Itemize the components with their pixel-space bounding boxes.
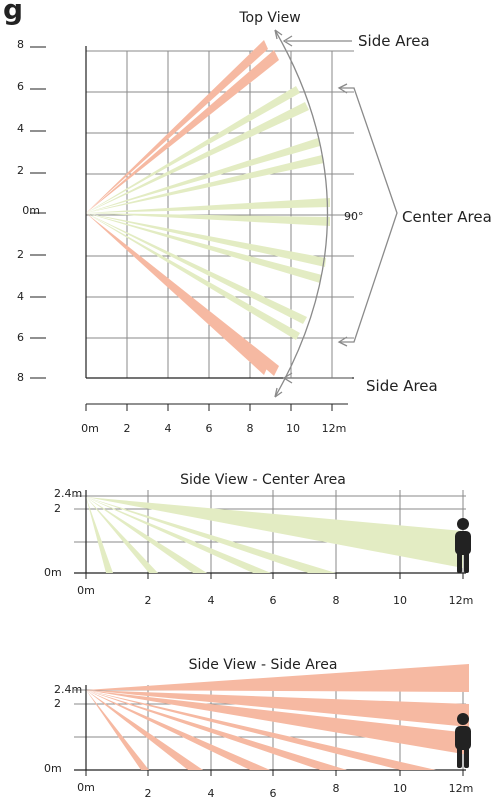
y-tick-label: 6 — [17, 80, 24, 93]
y-tick-label: 2.4m — [54, 683, 82, 696]
x-tick-label: 2 — [124, 422, 131, 435]
x-tick-label: 4 — [208, 787, 215, 799]
side-view-side-title: Side View - Side Area — [189, 657, 338, 673]
top-view: g Top View — [3, 0, 492, 435]
x-tick-label: 12m — [322, 422, 347, 435]
side-area-callout-bottom: Side Area — [282, 372, 438, 395]
side-view-side: Side View - Side Area 2.4m 2 0m — [44, 657, 473, 799]
person-silhouette-icon — [455, 713, 471, 768]
top-view-title: Top View — [238, 10, 300, 26]
y-tick-label: 0m — [22, 204, 40, 217]
side-area-beams — [86, 40, 279, 376]
side-center-x-axis: 0m 2 4 6 8 10 12m — [77, 573, 473, 607]
x-tick-label: 0m — [81, 422, 99, 435]
x-tick-label: 6 — [206, 422, 213, 435]
x-tick-label: 6 — [270, 787, 277, 799]
person-silhouette-icon — [455, 518, 471, 573]
y-tick-label: 0m — [44, 762, 62, 775]
x-tick-label: 6 — [270, 594, 277, 607]
side-area-label: Side Area — [366, 377, 438, 395]
y-tick-label: 6 — [17, 331, 24, 344]
x-tick-label: 12m — [449, 782, 474, 795]
y-tick-label: 2.4m — [54, 487, 82, 500]
top-view-y-axis: 8 6 4 2 0m 2 4 6 8 — [17, 38, 46, 384]
y-tick-label: 2 — [17, 248, 24, 261]
y-tick-label: 8 — [17, 38, 24, 51]
x-tick-label: 8 — [333, 594, 340, 607]
x-tick-label: 10 — [393, 594, 407, 607]
center-area-label: Center Area — [402, 208, 492, 226]
y-tick-label: 2 — [54, 697, 61, 710]
x-tick-label: 0m — [77, 781, 95, 794]
x-tick-label: 10 — [393, 782, 407, 795]
x-tick-label: 4 — [165, 422, 172, 435]
side-side-x-axis: 0m 2 4 6 8 10 12m — [77, 770, 473, 799]
x-tick-label: 8 — [333, 782, 340, 795]
side-center-beams — [86, 497, 463, 573]
side-area-callout-top: Side Area — [282, 32, 430, 50]
top-view-grid — [86, 50, 354, 378]
side-view-center-title: Side View - Center Area — [180, 472, 346, 488]
top-view-x-axis: 0m 2 4 6 8 10 12m — [81, 403, 348, 435]
x-tick-label: 4 — [208, 594, 215, 607]
angle-label: 90° — [344, 210, 364, 223]
center-area-callout: Center Area — [337, 83, 492, 347]
center-area-beams — [86, 86, 330, 340]
coverage-arc — [274, 29, 329, 398]
x-tick-label: 10 — [286, 422, 300, 435]
side-view-center: Side View - Center Area 2.4m 2 0m — [44, 472, 473, 607]
y-tick-label: 0m — [44, 566, 62, 579]
side-side-beams — [86, 664, 469, 770]
side-area-label: Side Area — [358, 32, 430, 50]
x-tick-label: 8 — [247, 422, 254, 435]
y-tick-label: 4 — [17, 122, 24, 135]
x-tick-label: 2 — [145, 787, 152, 799]
x-tick-label: 0m — [77, 584, 95, 597]
y-tick-label: 2 — [54, 502, 61, 515]
x-tick-label: 2 — [145, 594, 152, 607]
y-tick-label: 8 — [17, 371, 24, 384]
header-fragment: g — [3, 0, 23, 26]
y-tick-label: 2 — [17, 164, 24, 177]
x-tick-label: 12m — [449, 594, 474, 607]
y-tick-label: 4 — [17, 290, 24, 303]
